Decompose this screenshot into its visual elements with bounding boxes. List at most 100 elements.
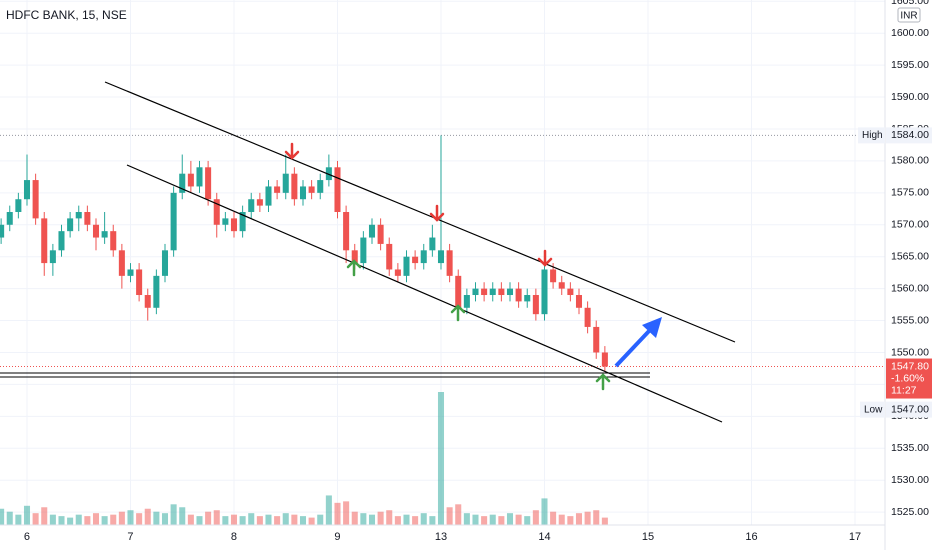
candle-body (506, 288, 514, 296)
candles (0, 135, 608, 372)
price-axis-background (885, 0, 932, 550)
volume-bar (196, 516, 203, 525)
candle-body (377, 224, 384, 244)
candle-body (360, 237, 367, 264)
down-arrow (284, 142, 300, 160)
x-tick-label: 17 (849, 531, 861, 543)
candle-body (282, 173, 289, 193)
candle-body (386, 243, 393, 270)
up-arrow (450, 304, 466, 322)
volume-bar (256, 516, 263, 525)
volume-bar (0, 508, 5, 525)
candle-body (593, 326, 600, 353)
candle-body (6, 212, 13, 225)
up-arrow (595, 373, 611, 391)
high-value: 1584.00 (891, 129, 929, 141)
x-tick-label: 7 (127, 531, 133, 543)
x-tick-label: 6 (24, 531, 30, 543)
candle-body (412, 256, 419, 264)
last-price-box (886, 358, 932, 399)
candle-body (368, 224, 376, 238)
volume-bar (412, 516, 419, 525)
volume-bar (472, 514, 479, 525)
low-name: Low (864, 404, 883, 415)
candle-body (67, 218, 74, 232)
volume-bar (567, 516, 574, 525)
projection-arrow-shaft (614, 328, 652, 368)
volume-bar (437, 392, 445, 525)
candle-body (196, 167, 203, 187)
candle-body (334, 167, 341, 212)
candle-body (136, 269, 143, 296)
candle-body (256, 199, 263, 206)
candle-body (15, 199, 22, 212)
price-change: -1.60% (891, 372, 924, 384)
candle-body (248, 199, 255, 212)
candle-body (75, 212, 82, 219)
volume-bar (334, 502, 341, 525)
candle-body (49, 250, 56, 264)
candle-body (601, 352, 608, 367)
volume-bar (368, 514, 376, 525)
candle-body (472, 288, 479, 296)
bar-countdown: 11:27 (891, 384, 917, 396)
candle-body (84, 212, 91, 225)
candle-body (455, 275, 462, 308)
y-tick-label: 1595.00 (891, 59, 929, 71)
volume-bar (386, 510, 393, 525)
channel-upper-line (104, 81, 736, 343)
volume-bar (429, 516, 436, 525)
volume-bar (136, 513, 143, 525)
candle-body (222, 218, 229, 225)
volume-bar (343, 501, 350, 525)
low-value: 1547.00 (891, 403, 929, 415)
x-tick-label: 13 (435, 531, 447, 543)
candle-body (351, 250, 358, 264)
volume-bar (575, 513, 583, 525)
last-price: 1547.80 (891, 360, 929, 372)
candle-body (101, 231, 108, 238)
volume-bar (532, 510, 539, 525)
currency-box[interactable] (897, 7, 921, 23)
x-tick-label: 9 (334, 531, 340, 543)
y-tick-label: 1590.00 (891, 91, 929, 103)
x-tick-label: 14 (538, 531, 550, 543)
candle-body (463, 295, 470, 308)
volume-bar (110, 514, 117, 525)
volume-bar (161, 513, 169, 525)
volume-bar (84, 516, 91, 525)
x-tick-label: 16 (745, 531, 757, 543)
volume-bar (67, 517, 74, 525)
down-arrow (429, 204, 445, 222)
candle-body (575, 295, 583, 308)
volume-bar (15, 514, 22, 525)
volume-bar (601, 517, 608, 525)
volume-bar (394, 516, 401, 525)
candle-body (265, 186, 272, 206)
candle-body (144, 295, 151, 308)
volume-bar (101, 516, 108, 525)
volume-bar (299, 516, 307, 525)
volume-bar (558, 514, 565, 525)
up-arrow (346, 259, 362, 277)
low-value-box (886, 401, 932, 418)
candle-body (541, 269, 548, 315)
candle-body (317, 180, 324, 193)
volume-bar (187, 514, 194, 525)
down-arrow (537, 249, 553, 267)
high-name: High (862, 130, 883, 141)
candle-body (584, 307, 591, 327)
candle-body (429, 237, 436, 251)
candle-body (524, 295, 531, 302)
candle-body (420, 250, 427, 264)
x-tick-label: 8 (231, 531, 237, 543)
volume-bar (75, 514, 82, 525)
volume-bar (541, 498, 548, 525)
y-tick-label: 1580.00 (891, 155, 929, 167)
volume-bar (463, 513, 470, 525)
y-tick-label: 1525.00 (891, 506, 929, 518)
y-tick-label: 1575.00 (891, 187, 929, 199)
y-tick-label: 1600.00 (891, 27, 929, 39)
